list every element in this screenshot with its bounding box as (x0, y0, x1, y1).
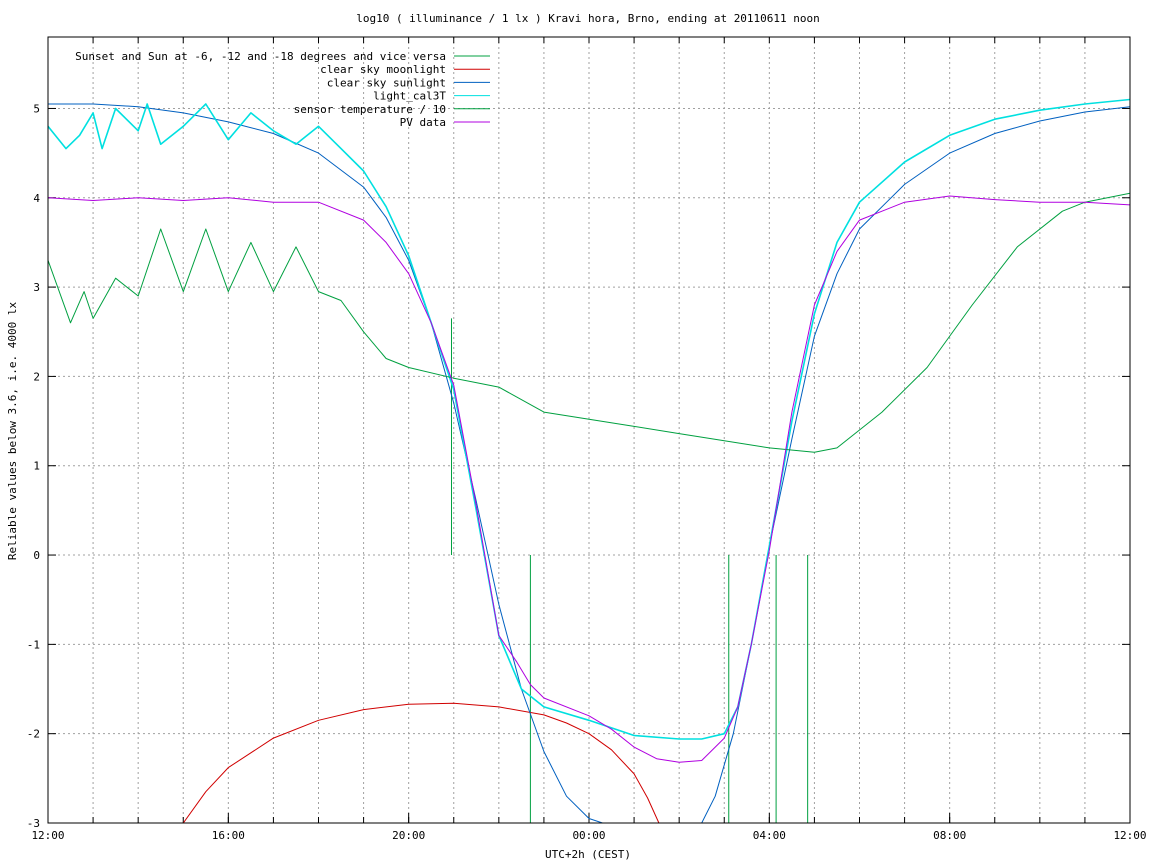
y-tick-label: 0 (33, 549, 40, 562)
series-light-cal3t (48, 98, 1130, 740)
series-clear-sky-moonlight (182, 702, 660, 823)
series-pv-data (48, 195, 1130, 763)
chart-title: log10 ( illuminance / 1 lx ) Kravi hora,… (356, 12, 820, 25)
y-tick-label: 2 (33, 370, 40, 383)
x-tick-label: 16:00 (212, 829, 245, 842)
legend-label: Sunset and Sun at -6, -12 and -18 degree… (75, 50, 446, 63)
y-tick-label: -1 (27, 638, 40, 651)
x-tick-label: 20:00 (392, 829, 425, 842)
y-tick-label: -2 (27, 728, 40, 741)
y-axis-ticks: -3 -2 -1 0 1 2 3 4 5 (27, 102, 1130, 830)
y-tick-label: -3 (27, 817, 40, 830)
series-sensor-temperature-10 (48, 192, 1130, 453)
plot-frame (47, 36, 1131, 824)
series-sunset-and-sun-at-6-12-and-18-degrees-and-vice-versa (450, 318, 809, 823)
y-tick-label: 1 (33, 460, 40, 473)
x-tick-label: 12:00 (31, 829, 64, 842)
x-axis-label: UTC+2h (CEST) (545, 848, 631, 861)
x-tick-label: 08:00 (933, 829, 966, 842)
legend-label: PV data (400, 116, 446, 129)
y-tick-label: 4 (33, 192, 40, 205)
legend: Sunset and Sun at -6, -12 and -18 degree… (75, 50, 490, 129)
x-tick-label: 04:00 (753, 829, 786, 842)
x-axis-ticks: 12:00 16:00 20:00 00:00 04:00 08:00 12:00 (31, 37, 1147, 842)
x-tick-label: 00:00 (572, 829, 605, 842)
x-tick-label: 12:00 (1113, 829, 1146, 842)
y-axis-label: Reliable values below 3.6, i.e. 4000 lx (6, 301, 19, 560)
legend-label: clear sky moonlight (320, 63, 446, 76)
legend-label: light_cal3T (373, 90, 446, 103)
y-tick-label: 3 (33, 281, 40, 294)
y-tick-label: 5 (33, 102, 40, 115)
legend-label: sensor temperature / 10 (294, 103, 446, 116)
series-layer (48, 98, 1130, 823)
legend-label: clear sky sunlight (327, 76, 446, 89)
grid (48, 37, 1130, 823)
